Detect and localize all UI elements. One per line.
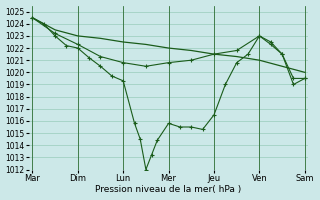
X-axis label: Pression niveau de la mer( hPa ): Pression niveau de la mer( hPa ): [95, 185, 242, 194]
